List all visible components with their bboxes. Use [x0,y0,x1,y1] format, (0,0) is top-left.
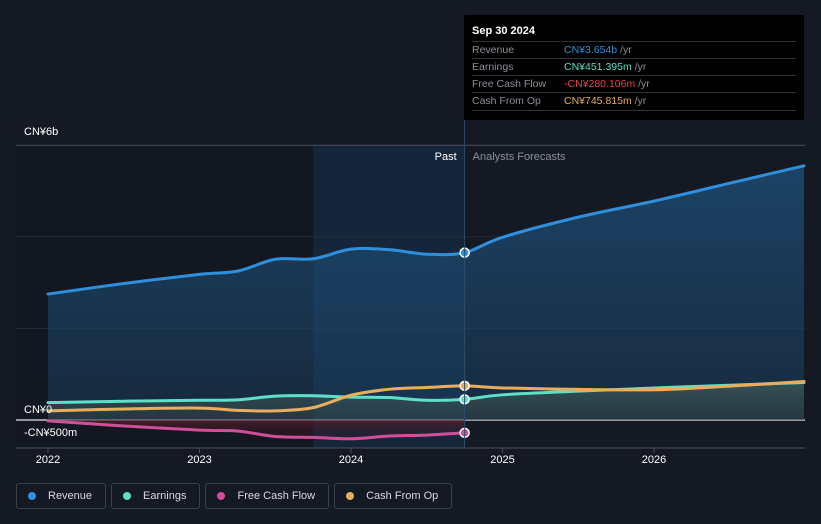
y-tick-label: -CN¥500m [24,427,77,439]
tooltip-row-revenue: Revenue CN¥3.654b /yr [472,41,796,59]
tooltip-row-earnings: Earnings CN¥451.395m /yr [472,58,796,76]
tooltip-label: Cash From Op [472,95,541,107]
legend-item-free-cash-flow[interactable]: Free Cash Flow [205,483,330,509]
x-tick-label: 2023 [187,454,211,466]
y-tick-label: CN¥0 [24,404,52,416]
x-tick-label: 2026 [642,454,666,466]
free-cash-flow-dot-icon [217,492,226,500]
tooltip-value-text: CN¥451.395m [564,61,632,73]
tooltip-value: CN¥745.815m /yr [564,93,646,110]
legend-item-earnings[interactable]: Earnings [111,483,201,509]
tooltip-label: Free Cash Flow [472,78,547,90]
free-cash-flow-line [46,419,467,441]
legend-item-revenue[interactable]: Revenue [16,483,107,509]
tooltip-value-text: -CN¥280.106m [564,78,636,90]
cash-from-op-dot-icon [346,492,355,500]
revenue-area [48,165,804,420]
tooltip-value: CN¥451.395m /yr [564,59,646,76]
revenue-dot-icon [28,492,36,500]
tooltip-label: Revenue [472,44,515,56]
x-tick-label: 2025 [490,454,514,466]
tooltip-value-text: CN¥745.815m [564,95,632,107]
tooltip-unit: /yr [631,61,647,73]
past-label: Past [435,151,457,163]
legend-item-cash-from-op[interactable]: Cash From Op [334,483,453,509]
tooltip-unit: /yr [635,78,650,90]
x-tick-label: 2024 [339,454,363,466]
tooltip-row-free-cash-flow: Free Cash Flow -CN¥280.106m /yr [472,75,796,93]
tooltip-row-cash-from-op: Cash From Op CN¥745.815m /yr [472,92,796,111]
tooltip-value: -CN¥280.106m /yr [564,76,650,93]
legend: Revenue Earnings Free Cash Flow Cash Fro… [16,483,453,509]
legend-label: Cash From Op [366,490,439,502]
legend-label: Free Cash Flow [237,490,316,502]
tooltip-value-text: CN¥3.654b [564,44,618,56]
forecast-label: Analysts Forecasts [473,151,566,163]
x-tick-label: 2022 [36,454,60,466]
tooltip: Sep 30 2024 Revenue CN¥3.654b /yr Earnin… [464,15,804,120]
earnings-line [46,380,806,405]
tooltip-date: Sep 30 2024 [472,25,535,37]
tooltip-unit: /yr [617,44,632,56]
tooltip-value: CN¥3.654b /yr [564,42,632,59]
legend-label: Earnings [143,490,187,502]
cash-from-op-line [46,380,806,413]
y-tick-label: CN¥6b [24,126,58,138]
earnings-dot-icon [123,492,132,500]
tooltip-label: Earnings [472,61,514,73]
free-cash-flow-area [48,420,465,439]
tooltip-unit: /yr [631,95,647,107]
legend-label: Revenue [48,490,93,502]
revenue-line [46,164,806,296]
